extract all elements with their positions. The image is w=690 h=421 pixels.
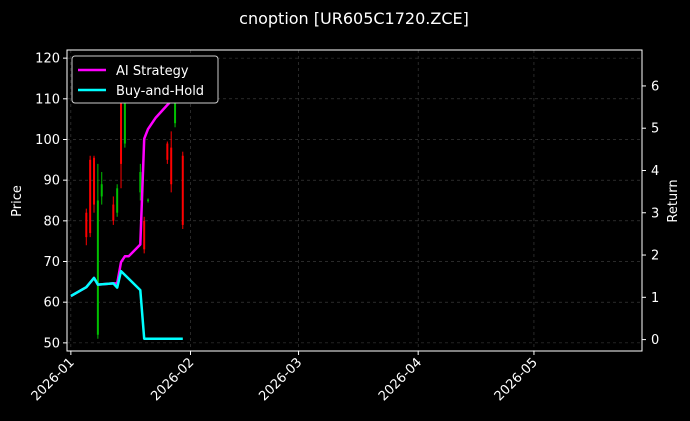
candle-body [123,70,126,144]
candle-body [174,98,177,124]
candle-body [85,212,88,238]
y-right-tick-label: 2 [651,249,659,264]
candles [85,58,184,339]
candle-body [96,200,99,335]
y-axis-right: 0 1 2 3 4 5 6 [642,79,659,348]
y-left-tick-label: 110 [35,92,60,107]
y-left-tick-label: 80 [43,214,60,229]
y-right-tick-label: 4 [651,164,659,179]
candle-body [112,204,115,221]
chart-title: cnoption [UR605C1720.ZCE] [239,9,469,28]
candle-body [181,155,184,225]
y-axis-left: 50 60 70 80 90 100 110 120 [35,52,67,351]
y-right-tick-label: 5 [651,122,659,137]
y-right-tick-label: 1 [651,291,659,306]
candle-body [120,74,123,164]
series-lines [70,83,184,340]
legend-label-ai: AI Strategy [116,64,189,79]
y-left-tick-label: 120 [35,52,60,67]
candle-body [143,220,146,250]
candle-body [89,159,92,234]
candle-body [166,143,169,160]
series-line-buy-and-hold [70,269,183,340]
candle-body [170,147,173,185]
y-left-tick-label: 50 [43,336,60,351]
y-left-tick-label: 100 [35,133,60,148]
legend-box [71,55,219,104]
y-right-tick-label: 6 [651,79,659,94]
plot-frame [66,49,643,352]
candle-body [139,172,142,193]
candle-body [116,188,119,213]
y-right-tick-label: 0 [651,333,659,348]
y-left-tick-label: 60 [43,296,60,311]
legend-label-bh: Buy-and-Hold [116,84,204,99]
candle-body [93,157,96,205]
y-axis-right-label: Return [666,179,681,222]
y-left-tick-label: 70 [43,255,60,270]
y-right-tick-label: 3 [651,206,659,221]
y-left-tick-label: 90 [43,174,60,189]
candle-body [147,199,150,201]
legend: AI Strategy Buy-and-Hold [71,55,219,104]
y-axis-left-label: Price [10,185,25,217]
candle-body [100,184,103,197]
